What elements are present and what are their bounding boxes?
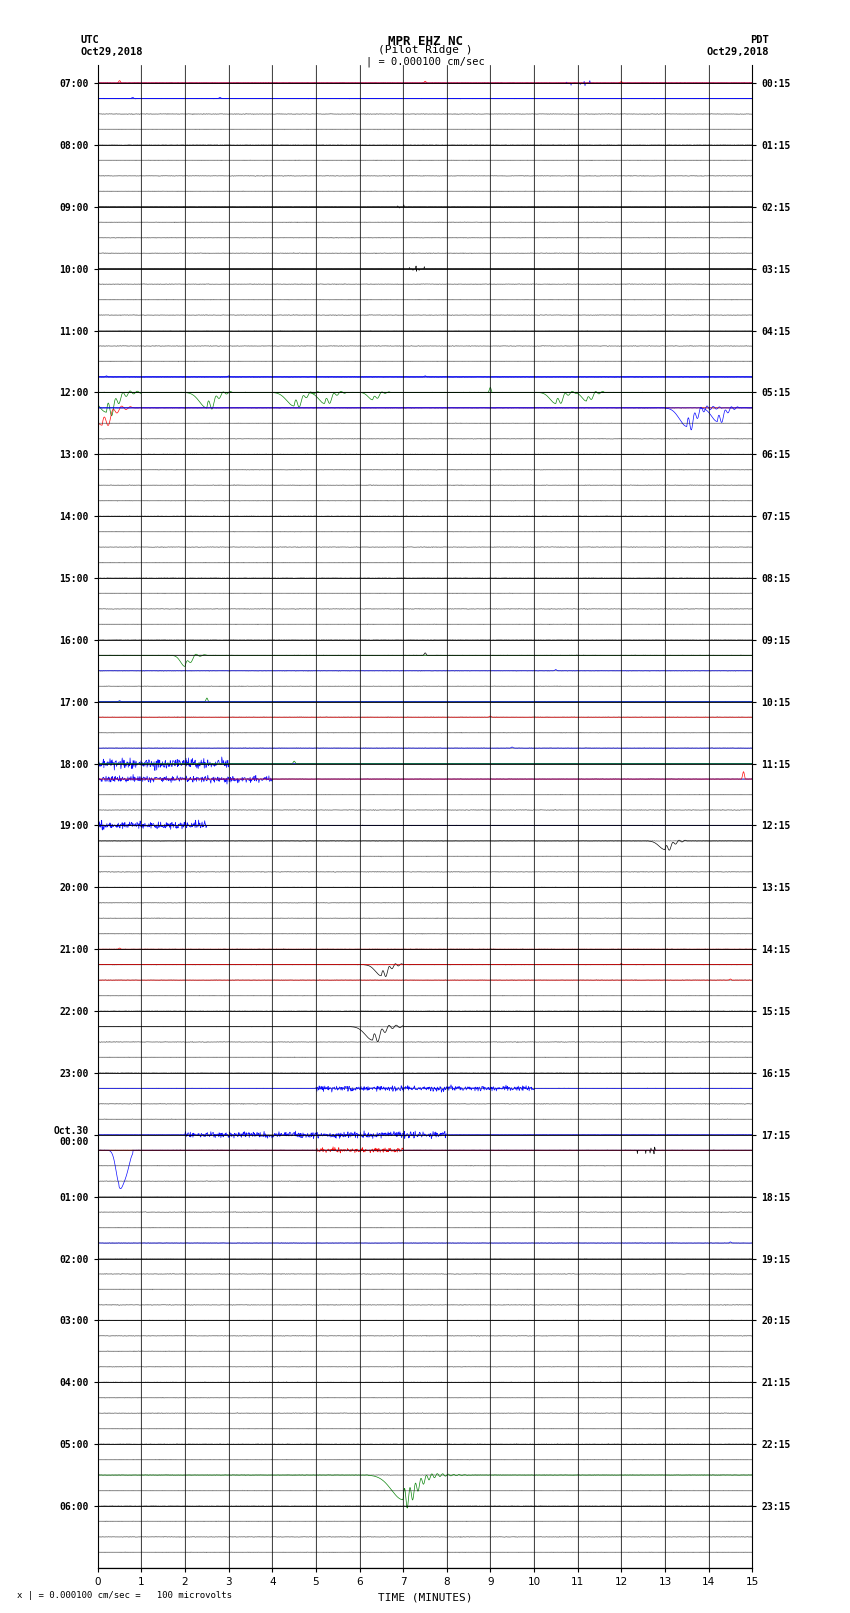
Text: MPR EHZ NC: MPR EHZ NC: [388, 35, 462, 48]
Text: PDT: PDT: [751, 35, 769, 45]
Text: x | = 0.000100 cm/sec =   100 microvolts: x | = 0.000100 cm/sec = 100 microvolts: [17, 1590, 232, 1600]
Text: UTC: UTC: [81, 35, 99, 45]
Text: | = 0.000100 cm/sec: | = 0.000100 cm/sec: [366, 56, 484, 68]
Text: Oct29,2018: Oct29,2018: [706, 47, 769, 56]
Text: (Pilot Ridge ): (Pilot Ridge ): [377, 45, 473, 55]
X-axis label: TIME (MINUTES): TIME (MINUTES): [377, 1592, 473, 1602]
Text: Oct29,2018: Oct29,2018: [81, 47, 144, 56]
